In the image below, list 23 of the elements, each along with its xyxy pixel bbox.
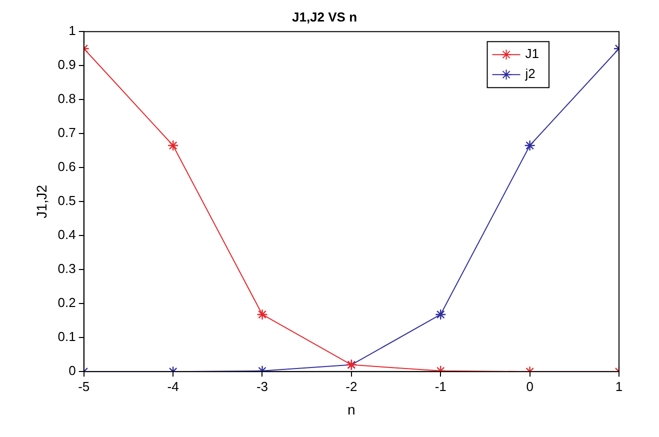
x-tick-label: -2 <box>346 378 358 394</box>
x-tick-label: -4 <box>167 378 179 394</box>
x-tick-label: -1 <box>434 378 446 394</box>
y-axis-title: J1,J2 <box>33 184 50 218</box>
y-tick-label: 0.5 <box>58 193 76 208</box>
y-tick-label: 0.2 <box>58 295 76 310</box>
x-tick-label: 1 <box>615 378 623 394</box>
chart-title: J1,J2 VS n <box>292 9 358 24</box>
y-tick-label: 0.6 <box>58 159 76 174</box>
x-tick-label: -3 <box>256 378 268 394</box>
x-tick-label: 0 <box>526 378 534 394</box>
y-tick-label: 1 <box>68 23 76 38</box>
y-tick-label: 0.4 <box>58 227 76 242</box>
y-tick-label: 0.3 <box>58 261 76 276</box>
legend-label: j2 <box>524 66 536 82</box>
y-tick-label: 0.7 <box>58 125 76 140</box>
x-axis-title: n <box>348 401 356 418</box>
y-tick-label: 0.8 <box>58 91 76 106</box>
x-tick-label: -5 <box>78 378 90 394</box>
legend-label: J1 <box>525 46 540 62</box>
y-tick-label: 0.1 <box>58 329 76 344</box>
y-tick-label: 0 <box>68 363 76 378</box>
y-tick-label: 0.9 <box>58 57 76 72</box>
